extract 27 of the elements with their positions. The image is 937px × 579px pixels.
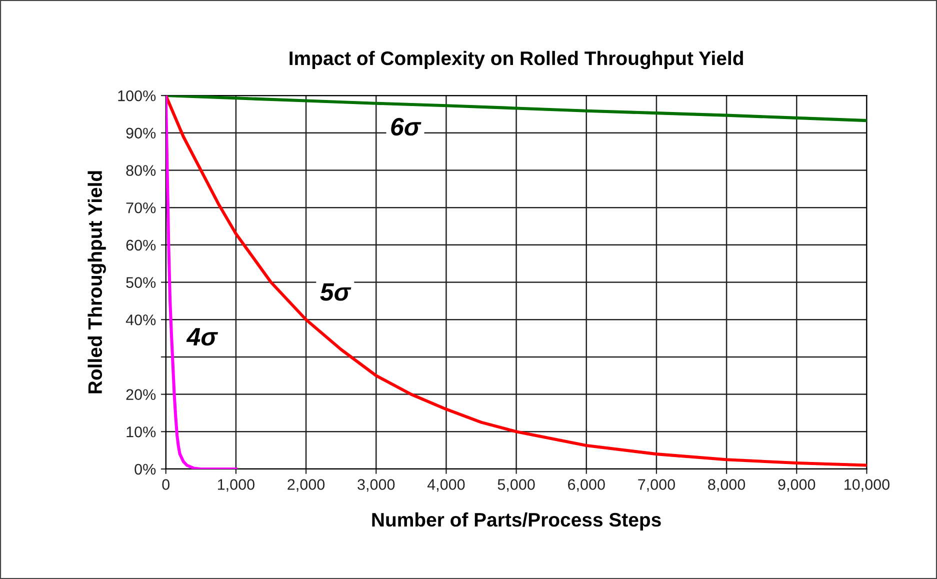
y-tick-label: 0% — [134, 464, 156, 475]
x-tick-label: 9,000 — [778, 479, 816, 492]
x-tick-label: 0 — [162, 479, 170, 490]
chart-title: Impact of Complexity on Rolled Throughput Yield — [290, 50, 743, 70]
x-tick-label: 7,000 — [638, 479, 675, 492]
y-axis-title: Rolled Throughput Yield — [88, 171, 106, 394]
x-axis-title: Number of Parts/Process Steps — [372, 512, 661, 531]
x-tick-label: 4,000 — [427, 479, 465, 492]
x-tick-label: 2,000 — [288, 479, 325, 492]
x-tick-label: 1,000 — [218, 479, 254, 492]
y-tick-label: 10% — [126, 426, 156, 438]
y-tick-label: 100% — [118, 90, 156, 102]
y-tick-label: 70% — [126, 202, 156, 214]
x-tick-label: 3,000 — [358, 479, 395, 492]
y-tick-label: 60% — [126, 240, 156, 251]
y-tick-label: 50% — [126, 277, 156, 288]
series-label: 4σ — [186, 328, 218, 346]
series-label: 6σ — [391, 118, 422, 136]
y-tick-label: 80% — [126, 165, 156, 176]
x-tick-label: 5,000 — [498, 479, 535, 492]
x-tick-label: 8,000 — [708, 479, 746, 492]
y-tick-label: 20% — [126, 389, 156, 400]
x-tick-label: 10,000 — [844, 479, 890, 492]
series-label: 5σ — [320, 283, 352, 301]
y-tick-label: 40% — [126, 314, 156, 326]
x-tick-label: 6,000 — [568, 479, 605, 492]
y-tick-label: 90% — [126, 128, 156, 139]
